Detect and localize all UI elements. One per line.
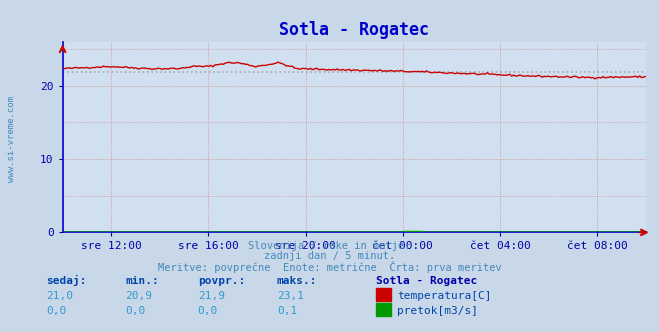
Text: min.:: min.: bbox=[125, 276, 159, 286]
Text: 0,0: 0,0 bbox=[46, 306, 67, 316]
Text: Sotla - Rogatec: Sotla - Rogatec bbox=[376, 276, 477, 286]
Text: 20,9: 20,9 bbox=[125, 291, 152, 301]
Text: 0,1: 0,1 bbox=[277, 306, 297, 316]
Text: 21,9: 21,9 bbox=[198, 291, 225, 301]
Text: pretok[m3/s]: pretok[m3/s] bbox=[397, 306, 478, 316]
Title: Sotla - Rogatec: Sotla - Rogatec bbox=[279, 21, 429, 39]
Text: 0,0: 0,0 bbox=[125, 306, 146, 316]
Text: temperatura[C]: temperatura[C] bbox=[397, 291, 492, 301]
Text: 23,1: 23,1 bbox=[277, 291, 304, 301]
Text: 0,0: 0,0 bbox=[198, 306, 218, 316]
Text: povpr.:: povpr.: bbox=[198, 276, 245, 286]
Text: maks.:: maks.: bbox=[277, 276, 317, 286]
Text: Meritve: povprečne  Enote: metrične  Črta: prva meritev: Meritve: povprečne Enote: metrične Črta:… bbox=[158, 261, 501, 273]
Text: Slovenija / reke in morje.: Slovenija / reke in morje. bbox=[248, 241, 411, 251]
Text: 21,0: 21,0 bbox=[46, 291, 73, 301]
Text: sedaj:: sedaj: bbox=[46, 275, 86, 286]
Text: zadnji dan / 5 minut.: zadnji dan / 5 minut. bbox=[264, 251, 395, 261]
Text: www.si-vreme.com: www.si-vreme.com bbox=[7, 96, 16, 183]
